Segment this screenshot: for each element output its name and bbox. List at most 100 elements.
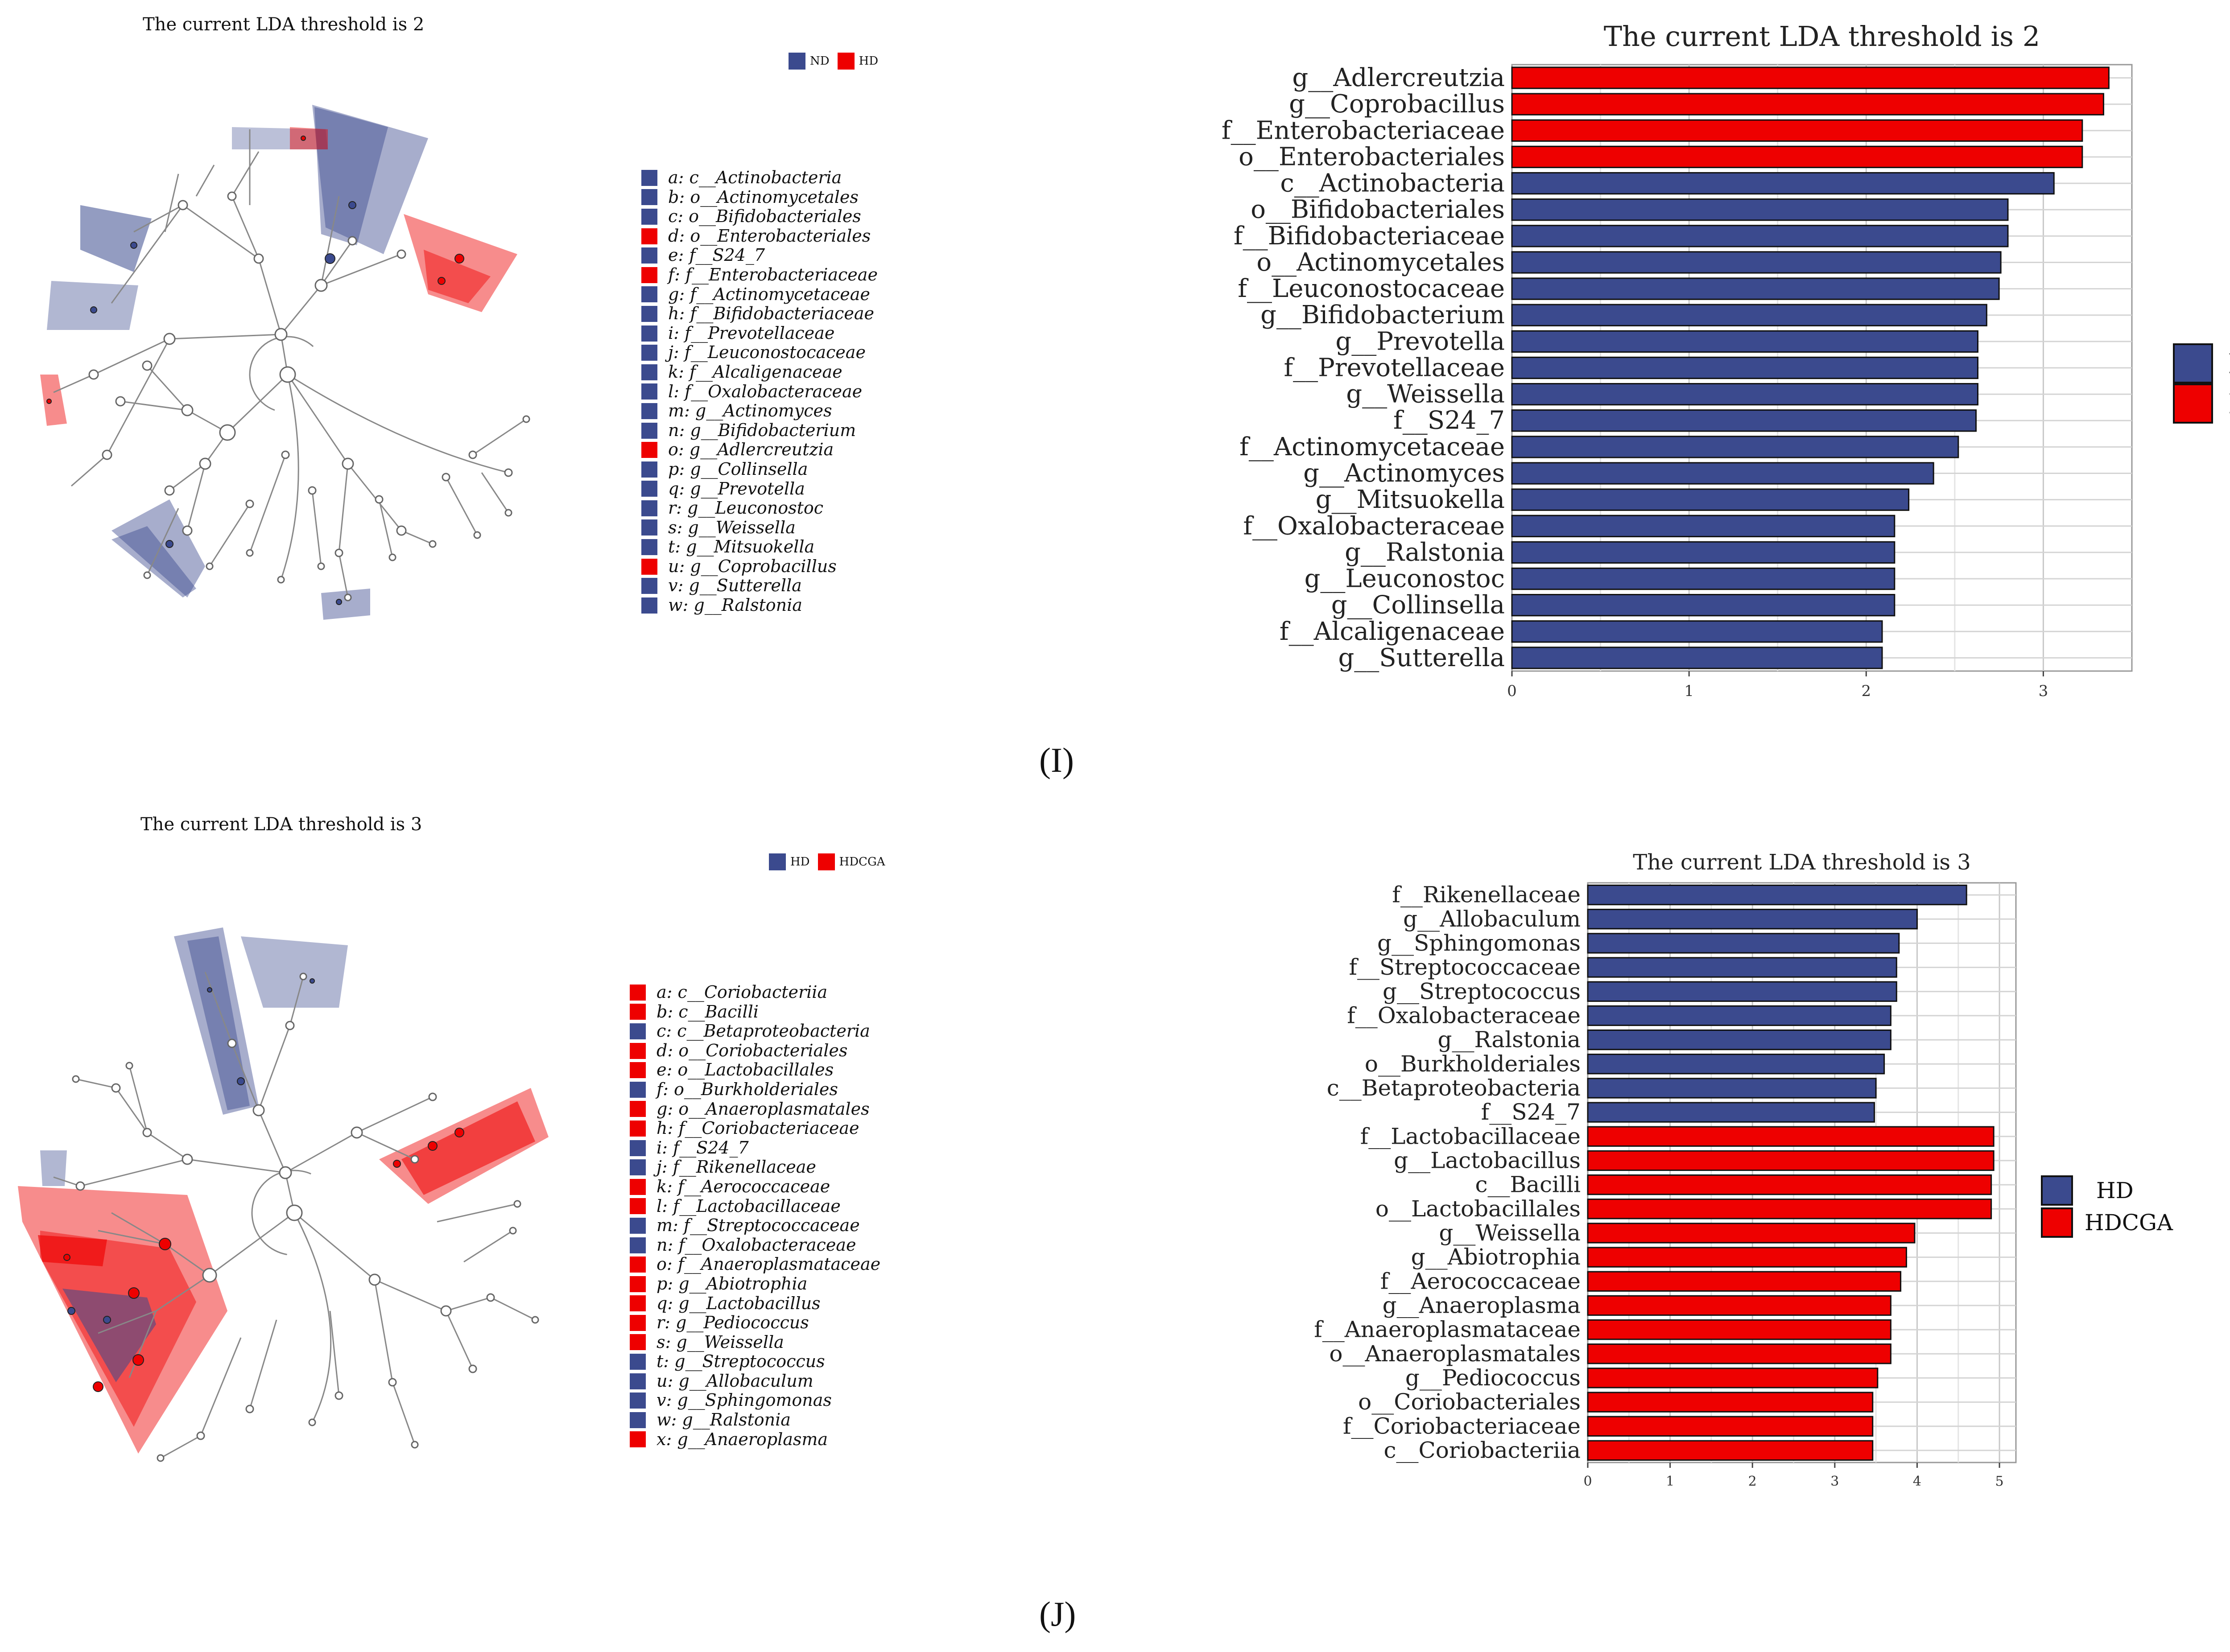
key-label: u: g__Allobaculum: [657, 1371, 814, 1391]
bar: [1511, 594, 1896, 617]
key-label: w: g__Ralstonia: [657, 1410, 791, 1430]
key-label: g: f__Actinomycetaceae: [668, 284, 870, 304]
x-tick-label: 0: [1507, 682, 1517, 700]
bar: [1511, 409, 1977, 432]
key-swatch: [630, 984, 646, 1001]
category-label: g__Ralstonia: [1345, 538, 1505, 567]
key-swatch: [630, 1412, 646, 1428]
bar: [1511, 436, 1959, 458]
key-label: e: f__S24_7: [668, 245, 765, 265]
bar: [1587, 1247, 1907, 1268]
key-swatch: [630, 1101, 646, 1117]
key-swatch: [641, 208, 657, 225]
cladogram-i-key-list: a: c__Actinobacteria b: o__Actinomycetal…: [641, 168, 878, 615]
key-swatch: [630, 1314, 646, 1331]
cladogram-j-title: The current LDA threshold is 3: [140, 814, 422, 835]
category-label: f__S24_7: [1481, 1099, 1581, 1125]
category-label: f__Anaeroplasmataceae: [1314, 1317, 1581, 1343]
category-label: g__Adlercreutzia: [1292, 63, 1505, 92]
key-row: r: g__Leuconostoc: [641, 498, 878, 518]
legend-swatch-hdcga: [818, 853, 835, 870]
key-row: l: f__Lactobacillaceae: [630, 1196, 880, 1216]
category-label: f__Oxalobacteraceae: [1347, 1002, 1581, 1028]
key-row: c: o__Bifidobacteriales: [641, 207, 878, 227]
key-label: t: g__Streptococcus: [657, 1351, 825, 1372]
key-swatch: [630, 1081, 646, 1098]
legend-label-nd: ND: [810, 54, 830, 68]
category-label: f__Bifidobacteriaceae: [1234, 222, 1505, 251]
key-row: q: g__Lactobacillus: [630, 1294, 880, 1314]
bar: [1587, 1126, 1995, 1147]
key-swatch: [641, 481, 657, 497]
key-row: b: o__Actinomycetales: [641, 187, 878, 207]
category-label: f__Oxalobacteraceae: [1243, 511, 1505, 540]
bar: [1511, 488, 1910, 511]
key-row: d: o__Enterobacteriales: [641, 226, 878, 246]
key-row: w: g__Ralstonia: [641, 595, 878, 615]
bar: [1587, 1271, 1902, 1292]
bar: [1511, 515, 1896, 537]
key-row: n: g__Bifidobacterium: [641, 420, 878, 441]
key-row: e: f__S24_7: [641, 246, 878, 265]
key-row: x: g__Anaeroplasma: [630, 1430, 880, 1450]
key-row: i: f__S24_7: [630, 1138, 880, 1158]
category-label: o__Enterobacteriales: [1239, 142, 1505, 171]
key-row: w: g__Ralstonia: [630, 1410, 880, 1430]
bar: [1587, 1223, 1916, 1244]
key-label: p: g__Collinsella: [668, 459, 808, 479]
key-label: v: g__Sutterella: [668, 576, 802, 596]
bar: [1511, 145, 2083, 169]
key-label: k: f__Alcaligenaceae: [668, 362, 842, 382]
x-tick-label: 2: [1748, 1474, 1757, 1489]
category-label: g__Ralstonia: [1438, 1027, 1581, 1053]
lda-bar-chart-j: The current LDA threshold is 3 f__Rikenel…: [1314, 850, 2017, 1489]
chart-j-legend: HD HDCGA: [2041, 1175, 2173, 1238]
key-label: d: o__Enterobacteriales: [668, 226, 871, 246]
bar: [1587, 1005, 1891, 1026]
x-tick-label: 4: [1913, 1474, 1921, 1489]
bar: [1587, 1029, 1891, 1051]
category-label: o__Lactobacillales: [1375, 1196, 1581, 1222]
category-label: g__Sutterella: [1338, 643, 1505, 672]
key-swatch: [630, 1373, 646, 1389]
key-label: a: c__Coriobacteriia: [657, 982, 828, 1002]
key-swatch: [641, 461, 657, 478]
key-row: f: o__Burkholderiales: [630, 1079, 880, 1100]
bar: [1511, 620, 1883, 643]
key-row: s: g__Weissella: [641, 518, 878, 538]
bar: [1511, 647, 1883, 669]
key-label: v: g__Sphingomonas: [657, 1390, 832, 1410]
bar: [1511, 172, 2055, 195]
key-swatch: [641, 403, 657, 419]
category-label: o__Coriobacteriales: [1358, 1389, 1581, 1415]
bar: [1587, 909, 1918, 930]
legend-label-hdcga: HDCGA: [2085, 1210, 2173, 1236]
key-label: b: o__Actinomycetales: [668, 187, 859, 207]
key-swatch: [641, 364, 657, 380]
key-row: h: f__Coriobacteriaceae: [630, 1119, 880, 1138]
key-label: w: g__Ralstonia: [668, 595, 802, 615]
legend-label-hd: HD: [2228, 387, 2230, 420]
category-label: f__Rikenellaceae: [1392, 882, 1581, 908]
key-swatch: [641, 325, 657, 342]
key-label: o: g__Adlercreutzia: [668, 440, 834, 460]
legend-row-nd: ND: [2173, 343, 2230, 383]
key-row: v: g__Sphingomonas: [630, 1391, 880, 1410]
key-label: s: g__Weissella: [657, 1332, 784, 1352]
category-label: g__Streptococcus: [1383, 978, 1581, 1004]
bar: [1511, 383, 1978, 406]
key-swatch: [641, 169, 657, 186]
bar: [1587, 1416, 1874, 1437]
bar: [1511, 304, 1987, 326]
key-swatch: [641, 267, 657, 283]
category-label: g__Allobaculum: [1403, 906, 1581, 932]
bar: [1511, 93, 2104, 115]
category-label: g__Collinsella: [1331, 591, 1505, 620]
legend-row-hd: HD: [2173, 383, 2230, 424]
category-label: g__Coprobacillus: [1289, 90, 1505, 119]
category-label: g__Abiotrophia: [1411, 1244, 1581, 1270]
plot-frame: [1587, 882, 2017, 1463]
cladogram-i: [40, 105, 530, 620]
bar: [1587, 1054, 1885, 1075]
key-swatch: [630, 1237, 646, 1253]
